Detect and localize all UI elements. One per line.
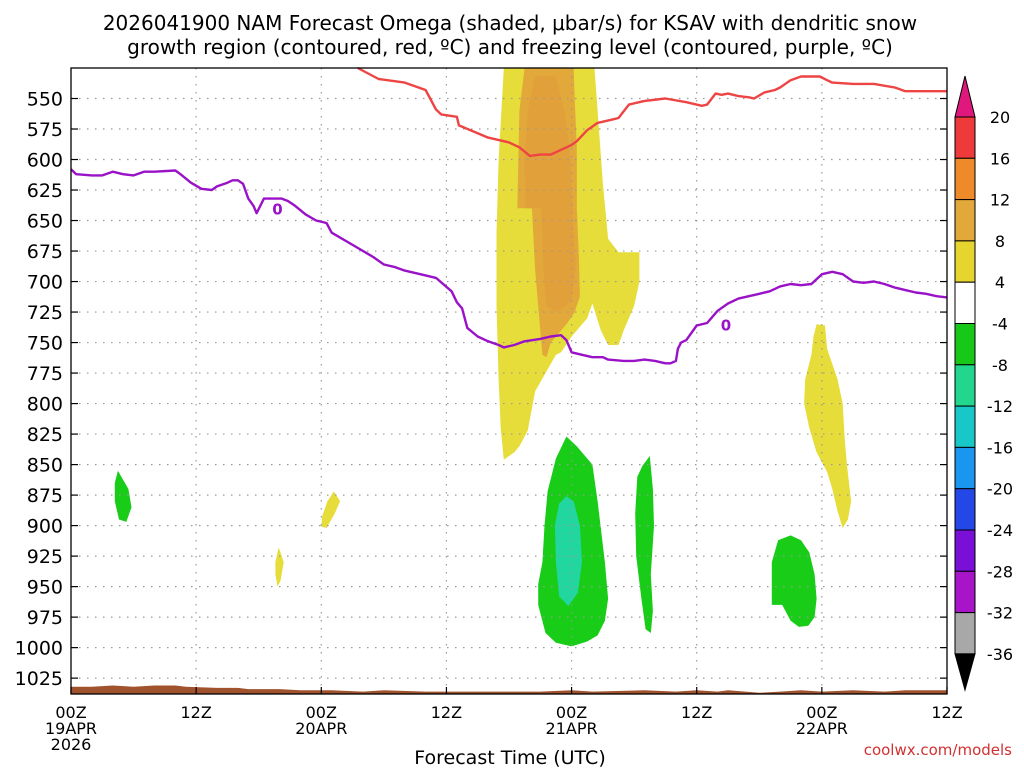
colorbar-top-arrow (954, 75, 976, 118)
x-axis-title: Forecast Time (UTC) (414, 747, 605, 768)
chart-title-line-1: 2026041900 NAM Forecast Omega (shaded, μ… (103, 11, 917, 35)
x-tick-label-line: 20APR (295, 719, 347, 738)
y-tick-label-875: 875 (27, 485, 63, 507)
omega-8-to-12-region (554, 496, 582, 607)
colorbar-label-5: -4 (992, 315, 1008, 334)
y-tick-label-900: 900 (27, 516, 63, 538)
x-tick-label-4: 00Z 21APR (546, 703, 598, 738)
x-tick-label-0: 00Z 19APR 2026 (45, 703, 97, 754)
y-tick-label-650: 650 (27, 211, 63, 233)
colorbar-label-12: -32 (987, 604, 1013, 623)
y-tick-label-850: 850 (27, 455, 63, 477)
y-tick-label-800: 800 (27, 394, 63, 416)
colorbar-swatch-10 (954, 529, 976, 572)
colorbar-swatch-3 (954, 240, 976, 283)
y-tick-label-975: 975 (27, 607, 63, 629)
x-tick-label-line: 00Z (556, 703, 587, 722)
chart-title-line-2: growth region (contoured, red, ºC) and f… (127, 35, 893, 59)
y-tick-label-825: 825 (27, 424, 63, 446)
y-tick-label-725: 725 (27, 302, 63, 324)
surface-terrain-region (71, 685, 947, 694)
y-tick-label-575: 575 (27, 119, 63, 141)
color-scale: 20 16 12 8 4 -4 -8 -12 -16 -20 -24 -28 -32 -36 (954, 75, 1013, 692)
y-tick-label-750: 750 (27, 333, 63, 355)
colorbar-swatch-6 (954, 364, 976, 407)
omega-4-to-8-west-cell-region (114, 470, 132, 522)
colorbar-bottom-arrow (954, 653, 976, 692)
contour-label-1: 0 (721, 316, 731, 334)
freezing-level-contour (70, 168, 948, 365)
colorbar-label-1: 16 (990, 149, 1010, 168)
colorbar-label-4: 4 (995, 273, 1005, 292)
omega-4-to-8-narrow-cell-region (635, 456, 654, 633)
x-tick-label-line: 12Z (180, 703, 211, 722)
dendritic-growth-region-contour (357, 66, 947, 158)
y-tick-label-775: 775 (27, 363, 63, 385)
plot-area: 00 (70, 66, 948, 694)
colorbar-swatch-2 (954, 199, 976, 242)
plot-frame (70, 67, 948, 695)
y-tick-label-600: 600 (27, 150, 63, 172)
x-tick-label-line: 00Z (806, 703, 837, 722)
colorbar-label-10: -24 (987, 521, 1013, 540)
y-tick-label-1025: 1025 (15, 668, 63, 690)
y-tick-label-625: 625 (27, 180, 63, 202)
colorbar-label-0: 20 (990, 108, 1010, 127)
x-tick-label-6: 00Z 22APR (796, 703, 848, 738)
omega-4-to-8-small-cell-b-region (275, 547, 284, 587)
x-tick-label-2: 00Z 20APR (295, 703, 347, 738)
x-tick-label-line: 12Z (431, 703, 462, 722)
x-tick-label-line: 21APR (546, 719, 598, 738)
axes: 550 575 600 625 650 675 700 725 750 775 800 825 850 8… (15, 67, 963, 754)
colorbar-label-11: -28 (987, 562, 1013, 581)
x-tick-label-line: 19APR (45, 719, 97, 738)
colorbar-label-6: -8 (992, 356, 1008, 375)
colorbar-label-2: 12 (990, 191, 1010, 210)
colorbar-swatch-5 (954, 323, 976, 366)
colorbar-label-3: 8 (995, 232, 1005, 251)
colorbar-swatch-12 (954, 612, 976, 655)
y-tick-label-700: 700 (27, 272, 63, 294)
y-tick-label-550: 550 (27, 89, 63, 111)
y-tick-label-675: 675 (27, 241, 63, 263)
x-tick-label-line: 22APR (796, 719, 848, 738)
x-tick-label-line: 2026 (51, 735, 92, 754)
x-tick-label-7: 12Z (931, 703, 962, 722)
y-tick-label-925: 925 (27, 546, 63, 568)
colorbar-swatch-7 (954, 405, 976, 448)
contour-label-0: 0 (272, 200, 282, 218)
omega-4-to-8-small-cell-a-region (321, 491, 341, 528)
colorbar-swatch-4 (954, 281, 976, 325)
omega-4-to-8-late-plume-region (804, 324, 852, 528)
omega-12-to-16-region (524, 76, 576, 313)
x-tick-label-5: 12Z (681, 703, 712, 722)
colorbar-label-13: -36 (987, 645, 1013, 664)
x-tick-label-line: 12Z (931, 703, 962, 722)
colorbar-label-9: -20 (987, 480, 1013, 499)
credit-text: coolwx.com/models (864, 741, 1012, 759)
colorbar-swatch-0 (954, 116, 976, 159)
x-tick-label-line: 00Z (306, 703, 337, 722)
colorbar-swatch-1 (954, 157, 976, 201)
colorbar-label-7: -12 (987, 397, 1013, 416)
colorbar-swatch-8 (954, 446, 976, 490)
x-tick-label-line: 12Z (681, 703, 712, 722)
colorbar-swatch-9 (954, 488, 976, 531)
y-tick-label-950: 950 (27, 577, 63, 599)
omega-4-to-8-east-cell-region (771, 535, 817, 627)
x-tick-label-line: 00Z (55, 703, 86, 722)
colorbar-label-8: -16 (987, 438, 1013, 457)
x-tick-label-3: 12Z (431, 703, 462, 722)
x-tick-label-1: 12Z (180, 703, 211, 722)
colorbar-swatch-11 (954, 570, 976, 614)
y-tick-label-1000: 1000 (15, 638, 63, 660)
